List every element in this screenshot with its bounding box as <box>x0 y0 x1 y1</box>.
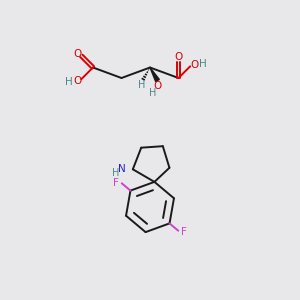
Text: N: N <box>118 164 126 174</box>
Text: O: O <box>190 60 198 70</box>
Text: H: H <box>112 168 119 178</box>
Polygon shape <box>150 68 159 82</box>
Text: O: O <box>73 49 82 59</box>
Text: H: H <box>199 59 207 69</box>
Text: H: H <box>149 88 157 98</box>
Text: O: O <box>174 52 183 62</box>
Text: O: O <box>73 76 82 86</box>
Text: O: O <box>153 82 162 92</box>
Text: F: F <box>113 178 119 188</box>
Text: H: H <box>65 77 73 87</box>
Text: H: H <box>138 80 146 90</box>
Text: F: F <box>181 227 187 237</box>
